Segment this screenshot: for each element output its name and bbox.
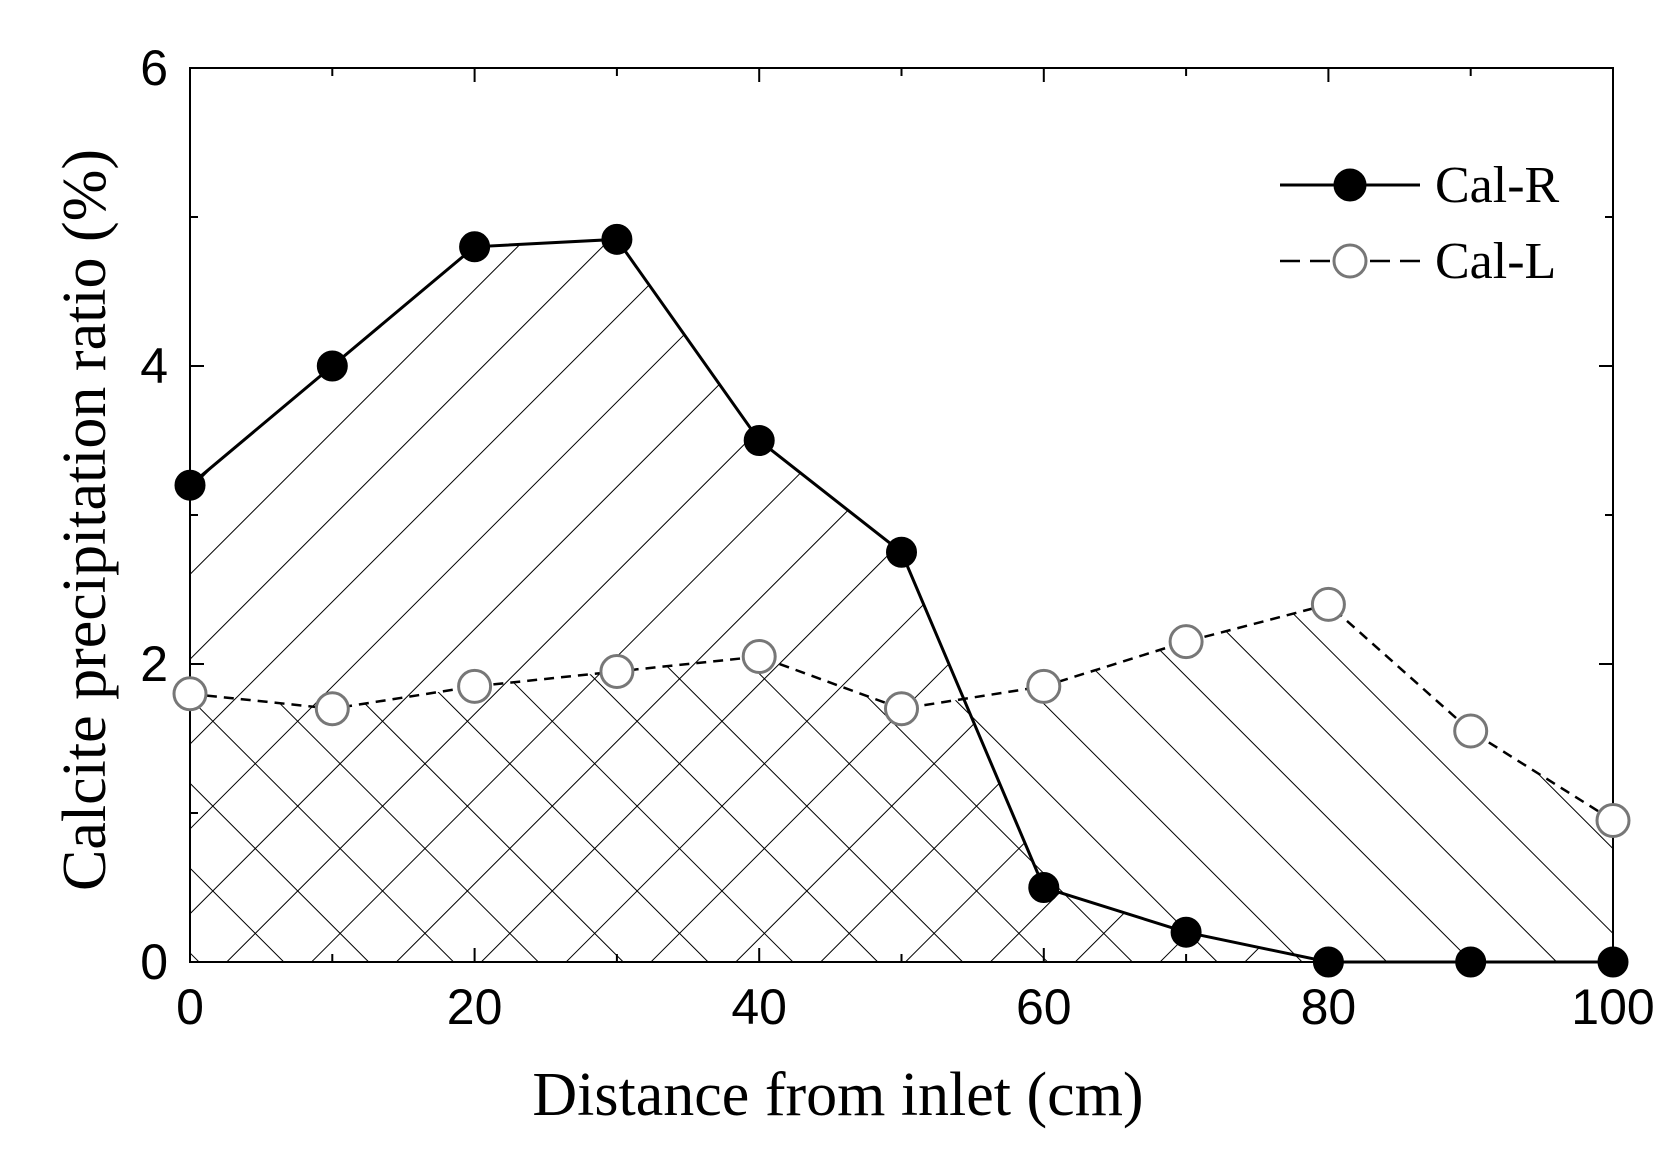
data-point-cal-l: [1168, 624, 1204, 660]
series-line-cal-l: [189, 603, 1614, 822]
data-point-cal-r: [316, 350, 348, 382]
y-tick-label: 4: [140, 338, 168, 394]
x-tick-label: 0: [176, 979, 204, 1035]
data-point-cal-r: [459, 231, 491, 263]
data-point-cal-l: [1453, 713, 1489, 749]
data-point-cal-r: [1028, 872, 1060, 903]
legend-label-cal-l: Cal-L: [1435, 233, 1556, 290]
legend-marker-cal-r: [1333, 168, 1367, 202]
y-axis-title: Calcite precipitation ratio (%): [51, 149, 119, 891]
data-point-cal-l: [314, 691, 350, 727]
x-tick-label: 80: [1301, 979, 1357, 1035]
hatched-area-layer: [190, 239, 1613, 963]
x-tick-label: 40: [731, 979, 787, 1035]
data-point-cal-l: [884, 691, 919, 727]
x-tick-label: 60: [1016, 979, 1072, 1035]
x-axis-title: Distance from inlet (cm): [532, 1061, 1143, 1129]
data-point-cal-r: [1312, 946, 1344, 978]
data-point-cal-l: [1595, 802, 1631, 838]
data-point-cal-l: [1026, 668, 1062, 704]
data-point-cal-l: [172, 676, 208, 712]
legend: Cal-R Cal-L: [1280, 157, 1560, 290]
legend-marker-cal-l: [1332, 243, 1368, 279]
y-tick-label: 2: [140, 636, 168, 692]
data-point-cal-l: [741, 639, 777, 675]
series-layer: [172, 223, 1631, 978]
data-point-cal-r: [743, 425, 775, 456]
y-tick-label: 6: [140, 40, 168, 96]
data-point-cal-r: [1597, 946, 1629, 978]
axes-layer: 0 20 40 60 80 100 0 2 4 6: [140, 40, 1655, 1035]
data-point-cal-r: [174, 469, 206, 501]
legend-label-cal-r: Cal-R: [1435, 157, 1560, 214]
data-point-cal-r: [886, 536, 917, 568]
data-point-cal-l: [457, 668, 493, 704]
data-point-cal-r: [601, 223, 633, 255]
y-tick-label: 0: [140, 934, 168, 990]
data-point-cal-l: [1310, 586, 1346, 622]
x-tick-label: 20: [447, 979, 503, 1035]
data-point-cal-r: [1455, 946, 1487, 978]
data-point-cal-l: [599, 653, 635, 689]
data-point-cal-r: [1170, 916, 1202, 948]
x-tick-label: 100: [1571, 979, 1654, 1035]
hatched-area-cal-l: [190, 604, 1613, 962]
